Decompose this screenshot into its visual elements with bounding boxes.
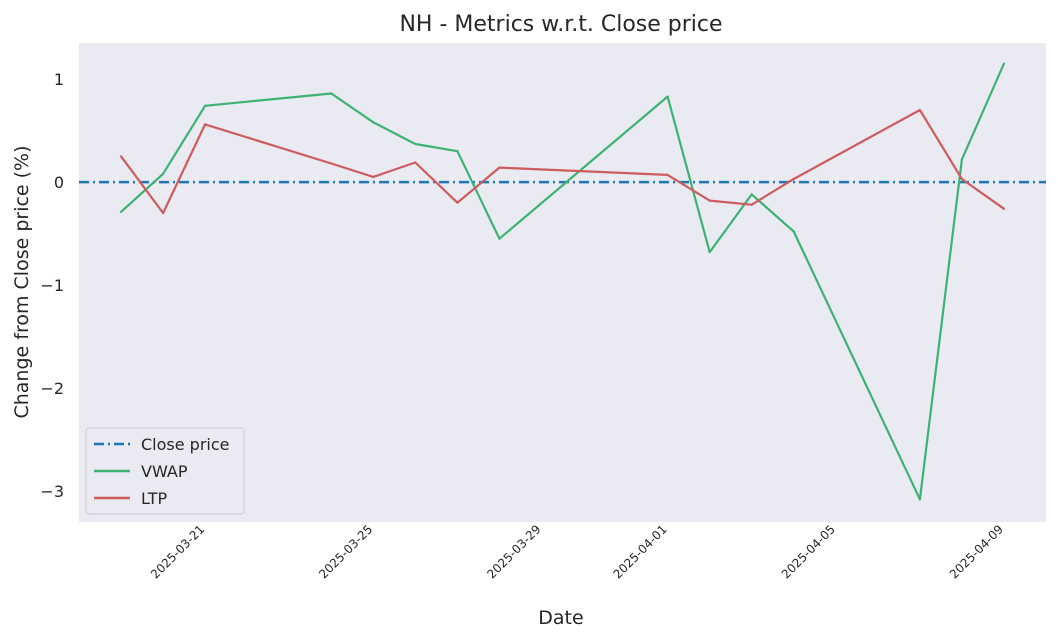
vwap-data-point [161,172,165,175]
y-tick-label: −1 [40,276,64,295]
x-tick-label: 2025-03-21 [148,522,207,581]
vwap-data-point [119,210,123,214]
x-tick-label: 2025-04-05 [779,522,838,581]
ltp-data-point [918,108,921,112]
ltp-data-point [161,211,165,215]
x-tick-label: 2025-03-25 [316,522,375,581]
vwap-data-point [414,142,417,146]
chart-title: NH - Metrics w.r.t. Close price [399,12,722,37]
legend-label-close-price: Close price [141,435,230,454]
ltp-data-point [372,175,375,179]
y-tick-label: 0 [54,173,64,192]
legend: Close price VWAP LTP [85,427,245,515]
vwap-data-point [456,150,459,153]
vwap-data-point [330,92,333,95]
vwap-data-point [666,95,669,98]
vwap-data-point [1002,62,1006,65]
ltp-data-point [456,201,459,204]
x-tick-label: 2025-04-09 [947,522,1006,581]
vwap-data-point [498,237,501,240]
ltp-data-point [498,166,501,169]
x-axis-label: Date [538,607,583,629]
vwap-data-point [918,498,921,501]
vwap-data-point [792,230,795,233]
legend-label-ltp: LTP [141,489,167,508]
vwap-data-point [708,251,711,254]
y-tick-label: −2 [40,379,64,398]
ltp-data-point [708,199,711,202]
ltp-data-point [119,155,123,158]
y-axis-label: Change from Close price (%) [11,145,33,418]
ltp-data-point [960,177,964,181]
x-tick-label: 2025-04-01 [611,522,670,581]
ltp-data-point [204,123,207,126]
legend-label-vwap: VWAP [141,462,188,481]
vwap-data-point [372,121,375,124]
ltp-data-point [750,203,753,206]
ltp-data-point [1002,207,1006,210]
vwap-data-point [960,158,964,161]
legend-box [85,427,245,515]
y-tick-label: 1 [54,70,64,89]
ltp-data-point [414,161,417,164]
vwap-data-point [750,193,753,196]
vwap-data-point [204,104,207,107]
ltp-data-point [330,162,333,165]
x-tick-label: 2025-03-29 [484,522,543,581]
ltp-data-point [792,177,795,181]
y-tick-label: −3 [40,482,64,501]
ltp-data-point [666,173,669,176]
